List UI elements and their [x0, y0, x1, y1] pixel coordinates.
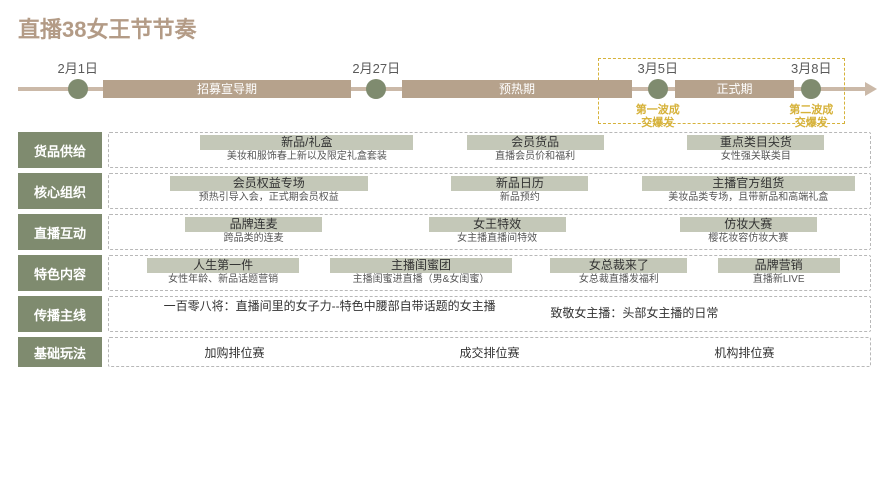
row-body: 品牌连麦跨品类的连麦 女王特效女主播直播间特效 仿妆大赛樱花妆容仿妆大赛 [108, 214, 871, 250]
item-subtitle: 主播闺蜜进直播（男&女闺蜜） [330, 273, 513, 286]
item-title: 会员货品 [467, 135, 604, 150]
item-title: 品牌营销 [718, 258, 840, 273]
item-title: 重点类目尖货 [687, 135, 824, 150]
timeline-date: 2月1日 [57, 58, 97, 77]
row-item: 重点类目尖货女性强关联类目 [687, 135, 824, 163]
timeline-segment: 招募宣导期 [103, 80, 350, 98]
item-subtitle: 樱花妆容仿妆大赛 [680, 232, 817, 245]
timeline: 2月1日2月27日3月5日3月8日 招募宣导期预热期正式期第一波成交爆发第二波成… [18, 58, 871, 122]
row-bottom-cell: 成交排位赛 [360, 338, 619, 366]
item-title: 仿妆大赛 [680, 217, 817, 232]
timeline-dot-icon [648, 79, 668, 99]
row-plain-text: 一百零八将：直播间里的女子力--特色中腰部自带话题的女主播 [155, 299, 505, 314]
row-item: 女总裁来了女总裁直播发福利 [550, 258, 687, 286]
row-item: 品牌连麦跨品类的连麦 [185, 217, 322, 245]
item-title: 会员权益专场 [170, 176, 368, 191]
content-row: 直播互动 品牌连麦跨品类的连麦 女王特效女主播直播间特效 仿妆大赛樱花妆容仿妆大赛 [18, 214, 871, 250]
content-row: 基础玩法加购排位赛成交排位赛机构排位赛 [18, 337, 871, 367]
timeline-burst-label: 第一波成交爆发 [628, 104, 688, 130]
content-rows: 货品供给 新品/礼盒美妆和服饰春上新以及限定礼盒套装 会员货品直播会员价和福利 重点类… [18, 132, 871, 367]
timeline-dot-icon [801, 79, 821, 99]
timeline-segment: 预热期 [402, 80, 632, 98]
item-subtitle: 女总裁直播发福利 [550, 273, 687, 286]
item-subtitle: 美妆和服饰春上新以及限定礼盒套装 [200, 150, 413, 163]
row-label: 货品供给 [18, 132, 102, 168]
row-label: 传播主线 [18, 296, 102, 332]
item-title: 主播官方组货 [642, 176, 855, 191]
row-item: 主播闺蜜团主播闺蜜进直播（男&女闺蜜） [330, 258, 513, 286]
timeline-dot-icon [366, 79, 386, 99]
item-title: 女总裁来了 [550, 258, 687, 273]
item-title: 人生第一件 [147, 258, 299, 273]
item-subtitle: 美妆品类专场，且带新品和高端礼盒 [642, 191, 855, 204]
page-title: 直播38女王节节奏 [18, 12, 871, 44]
content-row: 传播主线 一百零八将：直播间里的女子力--特色中腰部自带话题的女主播 致敬女主播：头… [18, 296, 871, 332]
timeline-dot-icon [68, 79, 88, 99]
content-row: 核心组织 会员权益专场预热引导入会，正式期会员权益 新品日历新品预约 主播官方组货美妆… [18, 173, 871, 209]
row-label: 直播互动 [18, 214, 102, 250]
row-item: 人生第一件女性年龄、新品话题营销 [147, 258, 299, 286]
item-title: 新品日历 [451, 176, 588, 191]
item-title: 品牌连麦 [185, 217, 322, 232]
row-bottom-cell: 机构排位赛 [619, 338, 870, 366]
item-subtitle: 预热引导入会，正式期会员权益 [170, 191, 368, 204]
item-subtitle: 新品预约 [451, 191, 588, 204]
item-subtitle: 女性年龄、新品话题营销 [147, 273, 299, 286]
row-plain-text: 致敬女主播：头部女主播的日常 [550, 304, 718, 321]
row-item: 主播官方组货美妆品类专场，且带新品和高端礼盒 [642, 176, 855, 204]
row-label: 核心组织 [18, 173, 102, 209]
row-label: 特色内容 [18, 255, 102, 291]
row-label: 基础玩法 [18, 337, 102, 367]
arrow-right-icon [865, 82, 877, 96]
row-item: 仿妆大赛樱花妆容仿妆大赛 [680, 217, 817, 245]
row-item: 会员权益专场预热引导入会，正式期会员权益 [170, 176, 368, 204]
row-item: 会员货品直播会员价和福利 [467, 135, 604, 163]
item-title: 新品/礼盒 [200, 135, 413, 150]
row-item: 品牌营销直播新LIVE [718, 258, 840, 286]
row-item: 女王特效女主播直播间特效 [429, 217, 566, 245]
timeline-burst-label: 第二波成交爆发 [781, 104, 841, 130]
item-subtitle: 女性强关联类目 [687, 150, 824, 163]
row-item: 新品日历新品预约 [451, 176, 588, 204]
item-title: 主播闺蜜团 [330, 258, 513, 273]
row-bottom-cell: 加购排位赛 [109, 338, 360, 366]
item-subtitle: 跨品类的连麦 [185, 232, 322, 245]
timeline-date: 2月27日 [352, 58, 400, 77]
row-body: 一百零八将：直播间里的女子力--特色中腰部自带话题的女主播 致敬女主播：头部女主播… [108, 296, 871, 332]
item-subtitle: 直播会员价和福利 [467, 150, 604, 163]
item-title: 女王特效 [429, 217, 566, 232]
row-body: 会员权益专场预热引导入会，正式期会员权益 新品日历新品预约 主播官方组货美妆品类专场… [108, 173, 871, 209]
content-row: 货品供给 新品/礼盒美妆和服饰春上新以及限定礼盒套装 会员货品直播会员价和福利 重点类… [18, 132, 871, 168]
content-row: 特色内容 人生第一件女性年龄、新品话题营销 主播闺蜜团主播闺蜜进直播（男&女闺蜜） 女… [18, 255, 871, 291]
timeline-bar: 招募宣导期预热期正式期第一波成交爆发第二波成交爆发 [18, 80, 871, 98]
row-body: 新品/礼盒美妆和服饰春上新以及限定礼盒套装 会员货品直播会员价和福利 重点类目尖货女… [108, 132, 871, 168]
row-body: 加购排位赛成交排位赛机构排位赛 [108, 337, 871, 367]
timeline-segment: 正式期 [675, 80, 794, 98]
item-subtitle: 女主播直播间特效 [429, 232, 566, 245]
row-body: 人生第一件女性年龄、新品话题营销 主播闺蜜团主播闺蜜进直播（男&女闺蜜） 女总裁来了… [108, 255, 871, 291]
row-item: 新品/礼盒美妆和服饰春上新以及限定礼盒套装 [200, 135, 413, 163]
item-subtitle: 直播新LIVE [718, 273, 840, 286]
